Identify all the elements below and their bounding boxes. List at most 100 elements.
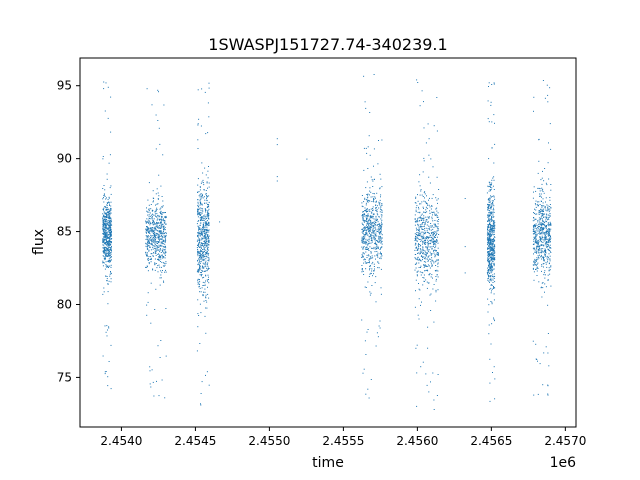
data-point: [436, 252, 438, 254]
data-point: [155, 241, 157, 243]
data-point: [198, 258, 200, 260]
data-point: [423, 261, 425, 263]
data-point: [542, 230, 544, 232]
data-point: [372, 216, 374, 217]
data-point: [419, 238, 421, 240]
data-point: [428, 249, 430, 251]
data-point: [108, 230, 110, 232]
data-point: [416, 274, 418, 276]
data-point: [372, 234, 374, 236]
data-point: [363, 237, 365, 239]
data-point: [429, 240, 431, 242]
data-point: [154, 233, 156, 235]
data-point: [205, 332, 207, 334]
data-point: [147, 227, 149, 229]
data-point: [202, 254, 204, 256]
data-point: [205, 253, 207, 255]
data-point: [197, 232, 198, 234]
data-point: [205, 222, 207, 223]
data-point: [541, 183, 543, 185]
data-point: [147, 230, 148, 232]
data-point: [197, 124, 199, 126]
data-point: [153, 237, 154, 239]
data-point: [160, 222, 162, 224]
data-point: [491, 303, 493, 305]
data-point: [152, 269, 154, 271]
data-point: [435, 223, 436, 225]
data-point: [490, 230, 492, 232]
data-point: [535, 190, 537, 192]
data-point: [430, 223, 432, 224]
data-point: [145, 220, 147, 222]
data-point: [541, 205, 543, 207]
data-point: [489, 260, 491, 262]
data-point: [105, 233, 107, 234]
data-point: [534, 226, 536, 228]
data-point: [199, 200, 201, 202]
data-point: [420, 267, 421, 268]
data-point: [108, 252, 109, 254]
data-point: [487, 244, 488, 246]
data-point: [208, 205, 209, 207]
data-point: [208, 241, 209, 243]
data-point: [158, 222, 160, 224]
data-point: [423, 256, 425, 258]
data-point: [104, 258, 106, 260]
data-point: [488, 218, 490, 220]
data-point: [369, 294, 371, 296]
data-point: [202, 294, 204, 296]
data-point: [434, 249, 436, 251]
data-point: [151, 218, 153, 220]
data-point: [151, 241, 152, 243]
data-point: [423, 243, 425, 245]
data-point: [421, 236, 423, 238]
data-point: [546, 233, 548, 235]
data-point: [362, 372, 364, 374]
data-point: [550, 189, 552, 191]
data-point: [362, 246, 364, 248]
data-point: [549, 228, 551, 230]
data-point: [431, 205, 433, 207]
data-point: [204, 221, 206, 223]
data-point: [203, 222, 205, 224]
data-point: [108, 243, 110, 245]
data-point: [428, 255, 430, 257]
data-point: [533, 261, 535, 263]
data-point: [540, 217, 542, 219]
data-point: [362, 242, 364, 244]
data-point: [161, 233, 163, 235]
data-point: [380, 227, 382, 228]
data-point: [198, 220, 200, 222]
data-point: [365, 226, 367, 228]
data-point: [429, 246, 431, 248]
data-point: [198, 208, 200, 210]
data-point: [380, 206, 381, 208]
data-point: [539, 246, 540, 248]
data-point: [163, 252, 165, 254]
data-point: [488, 232, 489, 234]
data-point: [202, 266, 203, 268]
data-point: [367, 216, 369, 218]
data-point: [435, 276, 437, 277]
data-point: [415, 239, 416, 241]
data-point: [206, 226, 208, 228]
data-point: [203, 232, 205, 234]
data-point: [418, 220, 420, 222]
data-point: [433, 211, 435, 213]
data-point: [104, 230, 106, 232]
data-point: [147, 214, 149, 216]
data-point: [423, 218, 425, 219]
data-point: [108, 225, 110, 227]
data-point: [157, 249, 159, 251]
data-point: [371, 247, 372, 249]
data-point: [416, 372, 418, 374]
data-point: [435, 213, 437, 215]
data-point: [533, 236, 535, 238]
data-point: [107, 242, 109, 244]
data-point: [491, 257, 493, 259]
data-point: [433, 262, 435, 264]
data-point: [371, 238, 372, 240]
data-point: [493, 162, 495, 164]
data-point: [206, 181, 208, 183]
data-point: [370, 191, 372, 193]
